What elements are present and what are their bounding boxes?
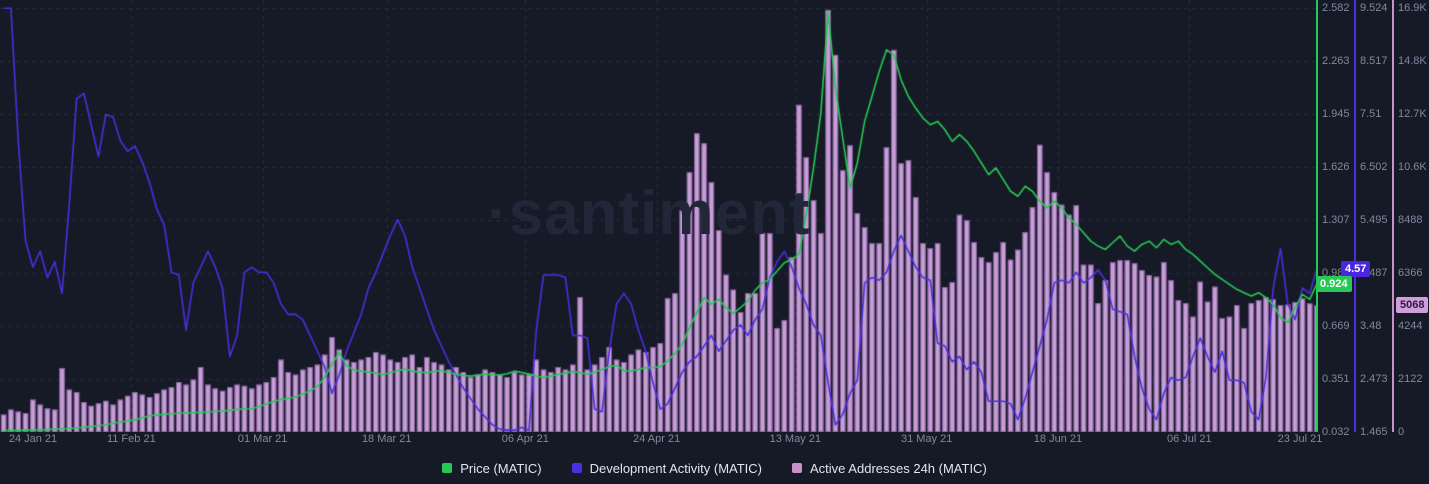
x-axis-label: 18 Jun 21 [1033,433,1083,445]
axis-tick-label: 7.51 [1360,108,1382,120]
axis-tick-label: 0.351 [1322,373,1350,385]
legend-label: Price (MATIC) [460,460,542,476]
axis-tick-label: 14.8K [1398,55,1427,67]
dev-activity-axis-ticks: 1.465 2.473 3.48 4.487 5.495 6.502 7.51 8.517 9.… [1360,0,1404,440]
axis-tick-label: 16.9K [1398,2,1427,14]
axis-tick-label: 2.263 [1322,55,1350,67]
axis-tick-label: 1.945 [1322,108,1350,120]
axis-tick-label: 9.524 [1360,2,1388,14]
axis-tick-label: 4244 [1398,320,1423,332]
active-addresses-current-value-badge: 5068 [1396,297,1429,314]
x-axis-label: 01 Mar 21 [237,433,288,445]
price-axis-line [1316,0,1318,432]
x-axis-label: 06 Jul 21 [1166,433,1212,445]
active-addresses-axis-line [1392,0,1394,432]
chart-legend: Price (MATIC) Development Activity (MATIC… [0,456,1429,480]
axis-tick-label: 8.517 [1360,55,1388,67]
x-axis-label: 24 Jan 21 [8,433,58,445]
axis-tick-label: 1.465 [1360,426,1388,438]
price-current-value-badge: 0.924 [1316,275,1352,292]
active-addresses-axis-ticks: 0 2122 4244 6366 8488 10.6K 12.7K 14.8K 16.9K [1398,0,1429,440]
axis-tick-label: 3.48 [1360,320,1382,332]
axis-tick-label: 0 [1398,426,1405,438]
x-axis-label: 11 Feb 21 [106,433,156,445]
axis-tick-label: 5.495 [1360,214,1388,226]
x-axis-label: 13 May 21 [769,433,821,445]
axis-tick-label: 10.6K [1398,161,1427,173]
x-axis-label: 24 Apr 21 [633,433,681,445]
axis-tick-label: 2.473 [1360,373,1388,385]
axis-tick-label: 8488 [1398,214,1423,226]
legend-swatch-icon [571,463,582,473]
x-axis-label: 06 Apr 21 [501,433,549,445]
chart-canvas[interactable] [0,0,1317,432]
legend-item[interactable]: Development Activity (MATIC) [571,460,763,476]
axis-tick-label: 2.582 [1322,2,1350,14]
dev-activity-axis-line [1354,0,1356,432]
axis-tick-label: 6.502 [1360,161,1388,173]
axis-tick-label: 1.626 [1322,161,1350,173]
dev-activity-current-value-badge: 4.57 [1341,260,1371,277]
legend-swatch-icon [442,463,453,473]
axis-tick-label: 0.032 [1322,426,1350,438]
axis-tick-label: 1.307 [1322,214,1350,226]
legend-swatch-icon [792,463,803,473]
legend-item[interactable]: Price (MATIC) [442,460,542,476]
legend-item[interactable]: Active Addresses 24h (MATIC) [792,461,987,476]
legend-label: Active Addresses 24h (MATIC) [810,460,987,476]
axis-tick-label: 2122 [1398,373,1423,385]
axis-tick-label: 12.7K [1398,108,1427,120]
axis-tick-label: 6366 [1398,267,1423,279]
legend-label: Development Activity (MATIC) [589,460,763,476]
x-axis-labels: 24 Jan 21 11 Feb 21 01 Mar 21 18 Mar 21 06 A… [0,433,1429,449]
axis-tick-label: 0.669 [1322,320,1350,332]
x-axis-label: 31 May 21 [900,433,953,445]
x-axis-label: 23 Jul 21 [1277,433,1323,445]
x-axis-label: 18 Mar 21 [361,433,412,445]
